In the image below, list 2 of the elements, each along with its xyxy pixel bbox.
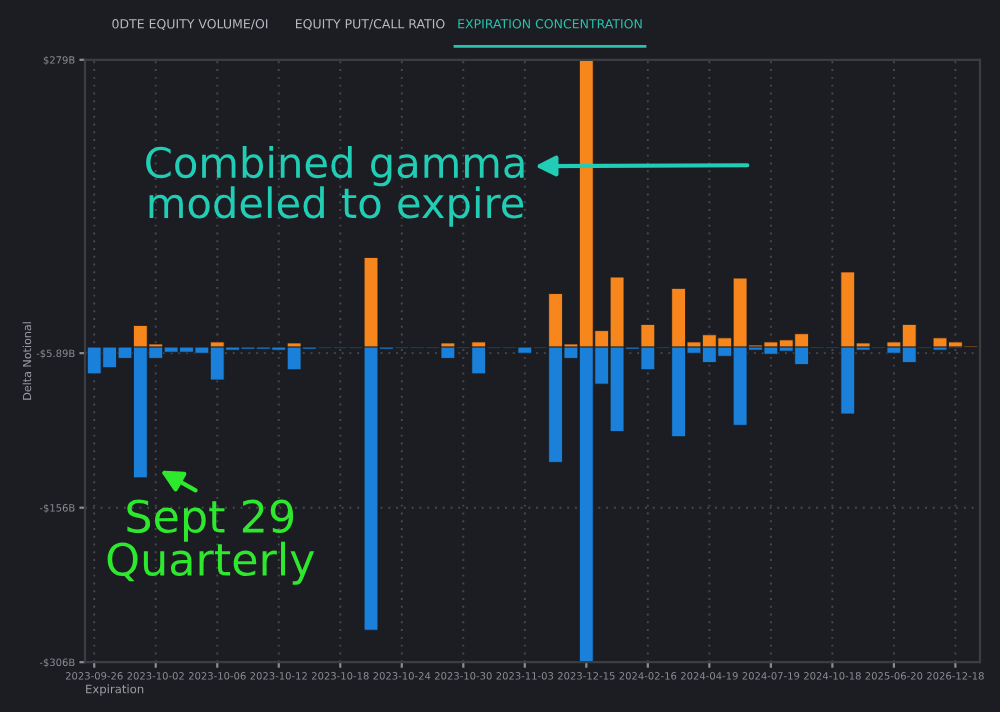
annotation: Combined gamma modeled to expire <box>146 145 524 227</box>
annotation: Sept 29 Quarterly <box>107 499 315 585</box>
